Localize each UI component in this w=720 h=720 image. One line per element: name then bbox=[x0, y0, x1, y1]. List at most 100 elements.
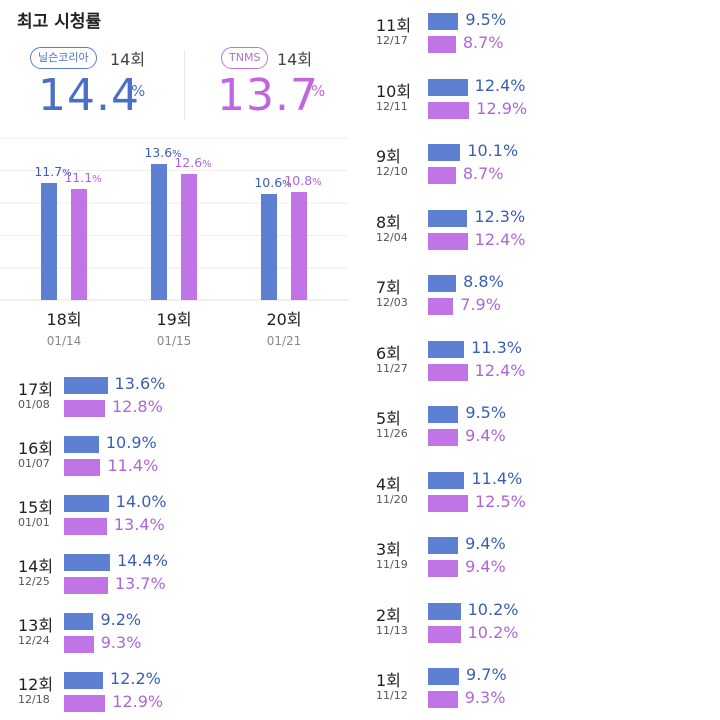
episode-label: 11회 bbox=[376, 16, 412, 35]
episode-label: 17회 bbox=[18, 380, 54, 399]
rating-bar-tnms bbox=[64, 518, 107, 535]
rating-value-nielsen: 8.8% bbox=[463, 272, 504, 291]
rating-bar-tnms bbox=[428, 494, 468, 512]
rating-value-tnms: 9.4% bbox=[465, 557, 506, 576]
rating-bar-tnms bbox=[428, 429, 459, 446]
episode-date: 01/08 bbox=[18, 398, 50, 411]
data-label: 11.7% bbox=[34, 164, 71, 179]
episode-label: 4회 bbox=[376, 474, 401, 494]
peak-rating-unit-tnms: % bbox=[311, 82, 326, 100]
episode-date: 12/11 bbox=[376, 99, 408, 113]
rating-value-nielsen: 10.1% bbox=[467, 141, 519, 160]
rating-value-tnms: 13.4% bbox=[113, 515, 165, 534]
bar bbox=[151, 164, 167, 300]
x-tick-date: 01/14 bbox=[47, 334, 82, 348]
recent-episodes-bar-chart: 11.7%11.1% 18회 01/14 13.6%12.6% 19회 01/15 10.6… bbox=[0, 137, 348, 348]
episode-label: 10회 bbox=[376, 81, 412, 101]
rating-bar-tnms bbox=[64, 400, 105, 417]
episode-label: 8회 bbox=[376, 212, 401, 232]
rating-value-tnms: 8.7% bbox=[462, 164, 504, 183]
rating-bar-tnms bbox=[428, 691, 458, 708]
data-label-unit: % bbox=[172, 149, 182, 160]
episode-label: 12회 bbox=[18, 675, 54, 694]
rating-bar-tnms bbox=[428, 232, 468, 250]
peak-rating-tnms: 13.7 bbox=[217, 70, 319, 121]
episode-date: 12/10 bbox=[376, 165, 408, 178]
rating-value-nielsen: 10.9% bbox=[105, 433, 157, 452]
rating-value-nielsen: 14.0% bbox=[115, 492, 167, 511]
episode-date: 11/26 bbox=[376, 427, 408, 440]
rating-bar-nielsen bbox=[428, 13, 459, 30]
header-divider bbox=[184, 50, 185, 120]
rating-bar-tnms bbox=[428, 298, 454, 315]
rating-value-tnms: 12.4% bbox=[474, 360, 526, 380]
source-episode-nielsen: 14회 bbox=[110, 50, 146, 69]
rating-value-nielsen: 9.7% bbox=[466, 665, 507, 684]
episode-date: 12/04 bbox=[376, 230, 408, 244]
episode-date: 12/17 bbox=[376, 34, 408, 47]
bar bbox=[41, 183, 57, 300]
rating-value-tnms: 11.4% bbox=[107, 456, 159, 475]
episode-label: 3회 bbox=[376, 540, 401, 559]
rating-bar-nielsen bbox=[64, 672, 104, 689]
rating-bar-tnms bbox=[64, 636, 94, 653]
episode-date: 12/25 bbox=[18, 575, 50, 588]
episode-date: 01/07 bbox=[18, 457, 50, 470]
episode-label: 13회 bbox=[18, 616, 54, 635]
rating-value-tnms: 9.3% bbox=[100, 633, 142, 652]
rating-bar-tnms bbox=[428, 363, 468, 381]
data-label-unit: % bbox=[202, 159, 212, 170]
rating-value-nielsen: 13.6% bbox=[114, 374, 166, 393]
x-tick-label: 19회 bbox=[156, 310, 191, 329]
rating-bar-tnms bbox=[64, 577, 108, 594]
rating-value-nielsen: 12.2% bbox=[110, 669, 161, 688]
rating-value-tnms: 9.3% bbox=[464, 688, 506, 707]
rating-value-tnms: 9.4% bbox=[465, 426, 506, 445]
rating-value-nielsen: 9.2% bbox=[100, 610, 142, 629]
rating-value-nielsen: 11.3% bbox=[471, 337, 522, 357]
rating-value-nielsen: 11.4% bbox=[471, 468, 523, 488]
rating-bar-nielsen bbox=[64, 377, 108, 394]
page-title: 최고 시청률 bbox=[17, 12, 102, 32]
rating-bar-tnms bbox=[428, 101, 470, 119]
episode-label: 2회 bbox=[376, 605, 401, 625]
peak-rating-nielsen: 14.4 bbox=[38, 70, 140, 121]
bar bbox=[181, 174, 197, 300]
episode-label: 1회 bbox=[376, 671, 401, 690]
data-label: 13.6% bbox=[144, 145, 181, 160]
rating-bar-tnms bbox=[428, 36, 456, 53]
bar bbox=[291, 192, 307, 300]
rating-bar-nielsen bbox=[428, 537, 459, 554]
rating-bar-nielsen bbox=[428, 144, 461, 161]
x-tick-label: 18회 bbox=[46, 310, 81, 329]
rating-value-nielsen: 10.2% bbox=[467, 599, 519, 619]
rating-value-nielsen: 9.4% bbox=[465, 534, 506, 553]
data-label: 10.8% bbox=[284, 173, 321, 188]
rating-value-tnms: 12.9% bbox=[112, 692, 164, 711]
rating-bar-tnms bbox=[64, 695, 106, 712]
episode-date: 12/24 bbox=[18, 634, 50, 647]
data-label-unit: % bbox=[92, 174, 102, 185]
rating-bar-nielsen bbox=[428, 471, 465, 489]
episode-date: 11/12 bbox=[376, 689, 408, 702]
episode-label: 6회 bbox=[376, 343, 401, 363]
source-badge-tnms: TNMS bbox=[221, 47, 269, 69]
rating-bar-tnms bbox=[428, 560, 459, 577]
rating-value-tnms: 8.7% bbox=[462, 33, 504, 52]
rating-value-tnms: 12.9% bbox=[476, 98, 528, 118]
episode-date: 11/13 bbox=[376, 623, 408, 637]
episode-date: 11/27 bbox=[376, 361, 408, 375]
rating-bar-tnms bbox=[64, 459, 101, 476]
rating-bar-nielsen bbox=[64, 436, 99, 453]
rating-bar-nielsen bbox=[428, 78, 468, 96]
rating-bar-nielsen bbox=[428, 209, 468, 227]
rating-bar-nielsen bbox=[428, 275, 457, 292]
rating-bar-nielsen bbox=[428, 340, 465, 358]
x-tick-label: 20회 bbox=[266, 310, 301, 329]
episode-label: 9회 bbox=[376, 147, 401, 166]
source-episode-tnms: 14회 bbox=[277, 50, 313, 69]
rating-value-nielsen: 12.4% bbox=[474, 75, 526, 95]
bar bbox=[71, 189, 87, 300]
bar bbox=[261, 194, 277, 300]
episode-date: 12/18 bbox=[18, 693, 50, 706]
